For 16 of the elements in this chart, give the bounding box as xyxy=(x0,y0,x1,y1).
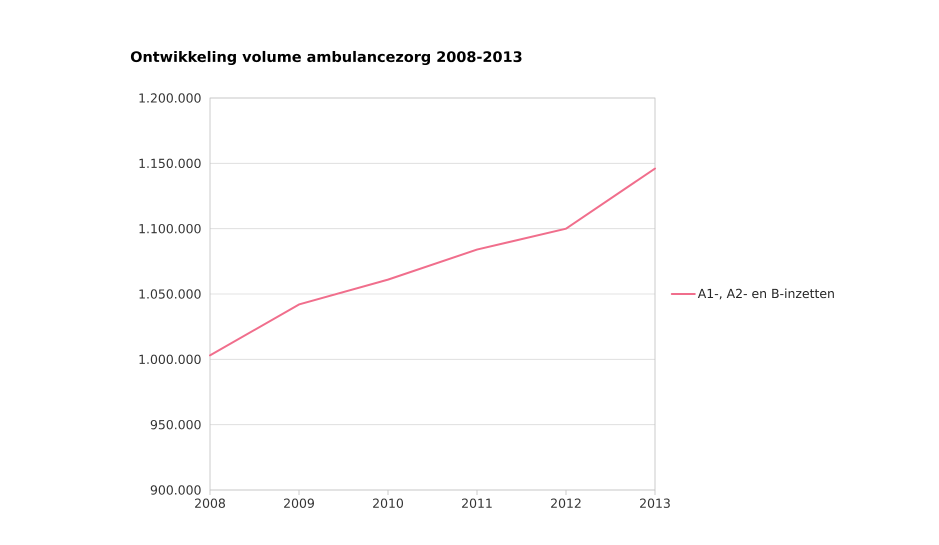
x-tick-label: 2008 xyxy=(195,498,225,508)
y-tick-label: 1.000.000 xyxy=(139,354,201,364)
y-tick-label: 950.000 xyxy=(150,420,201,430)
x-tick-label: 2009 xyxy=(284,498,314,508)
legend-label: A1-, A2- en B-inzetten xyxy=(698,288,834,300)
line-series xyxy=(209,168,656,356)
y-tick-label: 1.200.000 xyxy=(139,93,201,103)
x-tick-label: 2011 xyxy=(462,498,492,508)
x-tick-label: 2012 xyxy=(551,498,581,508)
y-tick-label: 1.150.000 xyxy=(139,158,201,168)
y-tick-label: 1.050.000 xyxy=(139,289,201,299)
x-tick-label: 2013 xyxy=(640,498,670,508)
y-tick-label: 1.100.000 xyxy=(139,224,201,234)
y-tick-label: 900.000 xyxy=(150,485,201,495)
chart-title: Ontwikkeling volume ambulancezorg 2008-2013 xyxy=(130,50,522,66)
x-tick-label: 2010 xyxy=(373,498,404,508)
